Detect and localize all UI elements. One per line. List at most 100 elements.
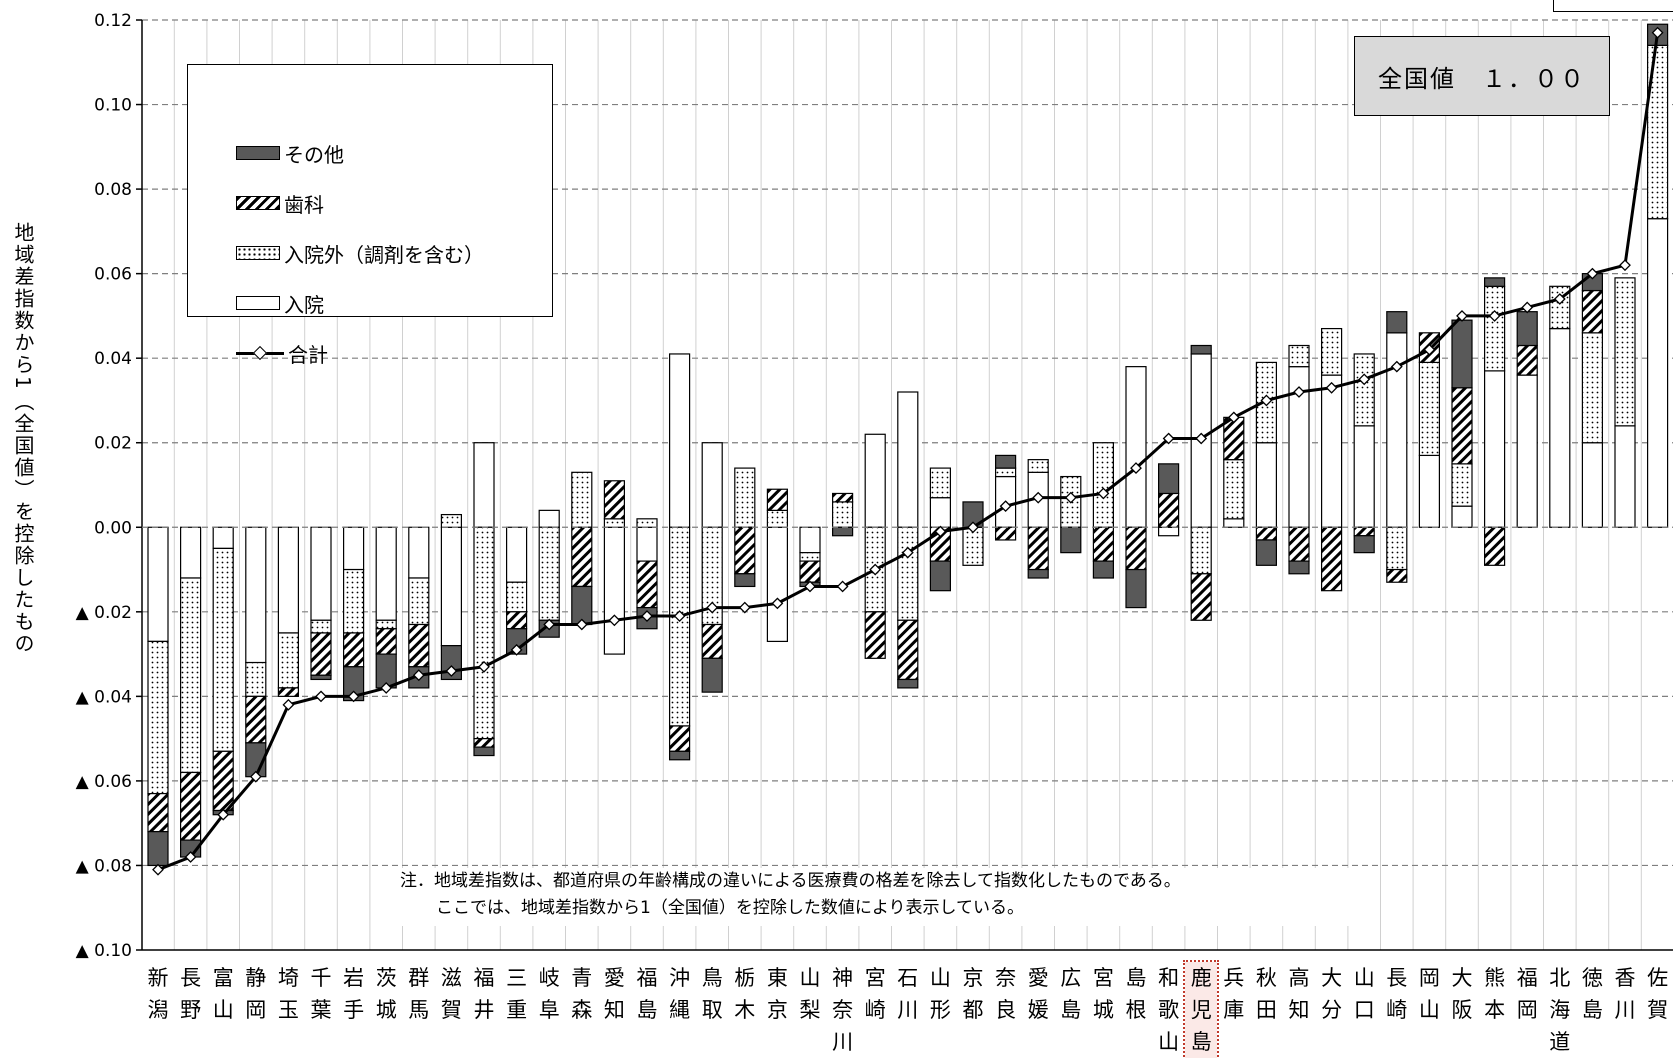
bar-segment-gaikai: [1190, 526, 1212, 575]
y-tick-label: ▲ 0.08: [76, 856, 132, 876]
bar-segment-nyuin: [897, 391, 919, 528]
x-tick-label: 群馬: [408, 966, 430, 1022]
x-tick-label: 山梨: [799, 966, 821, 1022]
legend-swatch-gaikai: [236, 246, 280, 260]
bar-segment-nyuin: [668, 353, 691, 528]
x-tick-label: 徳島: [1581, 966, 1603, 1022]
total-point: [217, 808, 230, 821]
legend-item-gaikai: 入院外（調剤を含む）: [236, 241, 484, 267]
bar-segment-nyuin: [799, 526, 821, 554]
bar-segment-gaikai: [245, 661, 267, 697]
bar-segment-shika: [1190, 573, 1212, 621]
bar-segment-nyuin: [1125, 366, 1147, 528]
x-tick-label: 新潟: [147, 966, 169, 1022]
bar-segment-nyuin: [603, 526, 626, 655]
bar-segment-shika: [1255, 526, 1278, 541]
legend-label-sonota: その他: [284, 142, 344, 167]
x-tick-label: 大阪: [1451, 966, 1473, 1022]
total-point: [1097, 487, 1110, 500]
total-point: [771, 597, 784, 610]
bar-segment-gaikai: [1288, 344, 1310, 368]
bar-segment-shika: [571, 526, 593, 588]
bar-segment-shika: [1516, 344, 1538, 376]
bar-segment-gaikai: [147, 640, 169, 795]
bar-segment-shika: [473, 738, 495, 748]
bar-segment-shika: [1581, 289, 1604, 334]
bar-segment-shika: [310, 632, 332, 676]
bar-segment-sonota: [1255, 539, 1278, 566]
bar-segment-sonota: [1157, 463, 1180, 495]
legend-swatch-sonota: [236, 146, 280, 160]
bar-segment-sonota: [1451, 319, 1473, 389]
total-point: [575, 618, 588, 631]
x-tick-label: 埼玉: [277, 966, 299, 1022]
x-tick-label: 広島: [1060, 966, 1082, 1022]
y-tick-label: ▲ 0.04: [76, 687, 132, 707]
y-tick-label: 0.06: [94, 265, 132, 285]
bar-segment-shika: [734, 526, 756, 575]
bar-segment-sonota: [1190, 344, 1212, 355]
bar-segment-sonota: [473, 746, 495, 757]
bar-segment-nyuin: [277, 526, 299, 634]
bar-segment-gaikai: [1320, 327, 1343, 376]
bar-segment-sonota: [1386, 311, 1408, 334]
total-point: [804, 580, 816, 593]
x-tick-label: 兵庫: [1223, 966, 1245, 1022]
y-tick-label: 0.08: [94, 180, 132, 200]
bar-segment-sonota: [1516, 311, 1538, 347]
bar-segment-shika: [799, 560, 821, 583]
bar-segment-shika: [343, 632, 365, 668]
y-tick-label: 0.04: [94, 349, 132, 369]
bar-segment-gaikai: [1418, 361, 1441, 457]
legend-label-gaikai: 入院外（調剤を含む）: [284, 242, 484, 267]
bar-segment-shika: [506, 611, 528, 630]
bar-segment-sonota: [1353, 535, 1375, 554]
x-tick-label: 長崎: [1386, 966, 1408, 1022]
total-point: [315, 690, 327, 703]
bar-segment-nyuin: [1451, 505, 1473, 528]
x-tick-label: 大分: [1321, 966, 1343, 1022]
legend-label-nyuin: 入院: [284, 292, 324, 317]
bar-segment-nyuin: [1483, 370, 1506, 528]
total-point: [445, 665, 458, 677]
bar-segment-gaikai: [408, 577, 430, 626]
bar-segment-shika: [636, 560, 658, 609]
bar-segment-nyuin: [245, 526, 267, 664]
total-point: [510, 643, 523, 656]
y-tick-label: ▲ 0.02: [76, 603, 132, 623]
bar-segment-nyuin: [473, 442, 495, 528]
x-tick-label: 愛媛: [1027, 966, 1049, 1022]
bar-segment-shika: [1451, 387, 1473, 465]
y-tick-label: ▲ 0.10: [76, 941, 132, 961]
legend: その他 歯科 入院外（調剤を含む） 入院 合計: [187, 64, 553, 367]
bar-segment-shika: [147, 792, 169, 833]
x-tick-label: 鹿児島: [1183, 960, 1220, 1058]
total-point: [836, 580, 849, 593]
bar-segment-gaikai: [994, 467, 1017, 478]
bar-segment-sonota: [1027, 568, 1049, 579]
total-point: [1162, 432, 1175, 445]
total-point: [673, 610, 686, 622]
total-point: [1619, 259, 1631, 272]
bar-segment-nyuin: [1418, 454, 1441, 528]
total-point: [1488, 309, 1501, 322]
bar-segment-gaikai: [1027, 459, 1049, 473]
x-tick-label: 福井: [473, 966, 495, 1022]
bar-segment-nyuin: [506, 526, 528, 583]
bar-segment-shika: [1157, 492, 1180, 528]
bar-segment-gaikai: [473, 526, 495, 740]
bar-segment-shika: [701, 623, 723, 659]
total-point: [999, 500, 1012, 513]
x-tick-label: 三重: [506, 966, 528, 1022]
x-tick-label: 愛知: [603, 966, 625, 1022]
bar-segment-shika: [766, 488, 789, 511]
bar-segment-nyuin: [701, 442, 723, 528]
x-tick-label: 熊本: [1484, 966, 1506, 1022]
legend-swatch-total: [236, 346, 284, 360]
total-point: [1293, 386, 1305, 398]
y-tick-label: 0.02: [94, 434, 132, 454]
bar-segment-gaikai: [571, 471, 593, 528]
legend-label-total: 合計: [288, 342, 328, 367]
bar-segment-shika: [831, 492, 854, 503]
total-point: [478, 660, 490, 673]
